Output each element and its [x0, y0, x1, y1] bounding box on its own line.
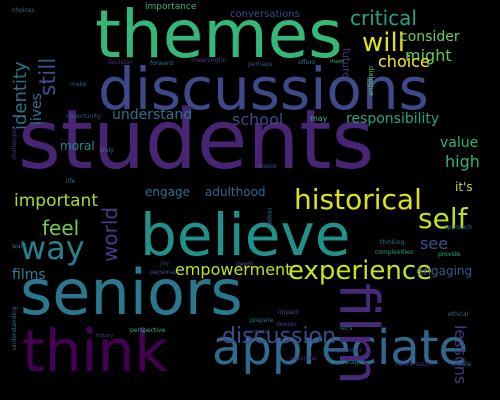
cloud-word: offers [298, 59, 316, 66]
cloud-word: believe [140, 201, 351, 269]
cloud-word: experience [288, 256, 433, 286]
cloud-word: engagement [330, 348, 362, 354]
cloud-word: understanding [11, 306, 18, 350]
cloud-word: understand [112, 107, 193, 123]
cloud-word: responsibility [346, 111, 440, 127]
cloud-word: perhaps [248, 61, 273, 68]
cloud-word: complexities [375, 249, 413, 256]
cloud-word: want [12, 243, 27, 250]
cloud-word: conversations [230, 9, 300, 20]
cloud-word: choice [378, 52, 430, 71]
cloud-word: still [36, 57, 61, 96]
cloud-word: essential [290, 355, 317, 362]
cloud-word: movie [258, 163, 277, 170]
cloud-word: will [362, 28, 405, 58]
cloud-word: films [12, 267, 46, 283]
cloud-word: provide [438, 251, 461, 258]
cloud-word: opportunity [66, 113, 101, 120]
cloud-word: decision [108, 59, 133, 66]
cloud-word: importance [145, 2, 197, 12]
cloud-word: world [98, 206, 122, 262]
cloud-word: societal [250, 329, 270, 335]
cloud-word: discussion [222, 324, 337, 349]
cloud-word: perspective [130, 327, 166, 334]
cloud-word: identity [10, 61, 31, 130]
cloud-word: create [452, 361, 472, 368]
cloud-word: challenges [11, 127, 18, 160]
cloud-word: way [20, 229, 85, 267]
cloud-word: forward [150, 60, 174, 67]
cloud-word: lessons [451, 325, 470, 385]
cloud-word: students [18, 93, 375, 188]
cloud-word: encourages [330, 359, 366, 366]
cloud-word: may [310, 114, 328, 123]
cloud-word: discussions [98, 55, 429, 123]
cloud-word: thinking [380, 239, 405, 246]
cloud-word: lives [29, 93, 45, 125]
cloud-word: respect [266, 208, 273, 231]
cloud-word: adulthood [205, 185, 266, 199]
cloud-word: joy [160, 260, 169, 267]
cloud-word: high [445, 152, 480, 171]
cloud-word: thank [330, 59, 345, 65]
cloud-word: approach [444, 224, 473, 231]
cloud-word: it's [455, 180, 473, 194]
cloud-word: empowerment [175, 260, 292, 279]
cloud-word: themes [95, 0, 343, 73]
cloud-word: important [14, 191, 98, 211]
cloud-word: depth [236, 261, 254, 268]
cloud-word: seniors [20, 256, 243, 329]
cloud-word: engaging [416, 264, 473, 278]
cloud-word: dialogue [367, 66, 375, 97]
cloud-word: conversation [395, 361, 434, 368]
cloud-word: moral [60, 139, 95, 153]
cloud-word: choices [12, 7, 35, 14]
cloud-word: critical [350, 6, 417, 30]
cloud-word: engage [145, 185, 190, 199]
cloud-word: see [420, 234, 449, 253]
cloud-word: school [232, 110, 284, 129]
cloud-word: prepare [250, 317, 274, 324]
cloud-word: let's [340, 325, 353, 332]
cloud-word: make [70, 81, 87, 88]
cloud-word: value [440, 135, 479, 151]
cloud-word: ethical [448, 311, 469, 318]
cloud-word: impact [278, 309, 299, 316]
cloud-word: film [327, 283, 390, 385]
cloud-word: historical [294, 183, 422, 216]
cloud-word: life [66, 178, 76, 185]
cloud-word: truly [100, 147, 114, 154]
cloud-word: might [405, 46, 452, 65]
cloud-word: feel [42, 216, 80, 240]
cloud-word: appreciate [212, 320, 469, 376]
cloud-word: deeper [276, 321, 298, 328]
cloud-word: history [96, 333, 114, 339]
cloud-word: meaningful [192, 57, 226, 64]
cloud-word: self [418, 202, 468, 235]
cloud-word: consider [400, 29, 460, 45]
cloud-word: personal [150, 269, 176, 276]
cloud-word: think [22, 317, 168, 385]
